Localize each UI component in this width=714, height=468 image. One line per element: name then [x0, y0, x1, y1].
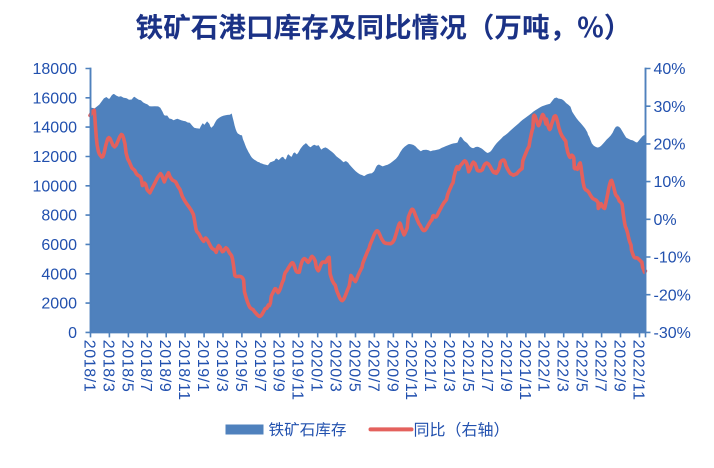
legend-item-inventory[interactable] — [225, 422, 346, 437]
cjk-glyph — [494, 421, 499, 437]
x-tick-label: 2022/11 — [629, 340, 646, 401]
left-tick-label: 2000 — [41, 296, 77, 313]
legend-swatch-inventory — [225, 424, 264, 435]
left-tick-label: 4000 — [41, 266, 77, 283]
x-tick-label: 2021/7 — [478, 340, 495, 393]
cjk-glyph — [478, 421, 493, 437]
x-tick-label: 2020/1 — [308, 340, 325, 393]
cjk-glyph — [412, 13, 439, 40]
cjk-glyph — [461, 421, 477, 437]
x-tick-label: 2021/3 — [440, 340, 457, 393]
x-tick-label: 2018/7 — [137, 340, 154, 393]
x-tick-label: 2022/1 — [535, 340, 552, 393]
left-axis-ticks — [85, 67, 91, 334]
left-tick-label: 6000 — [41, 237, 77, 254]
x-tick-label: 2021/5 — [459, 340, 476, 393]
x-axis-labels: 2018/1 2018/3 2018/5 2018/7 2018/9 2018/11 201… — [80, 340, 646, 401]
left-tick-label: 12000 — [33, 149, 78, 166]
cjk-glyph — [385, 14, 411, 40]
cjk-glyph — [456, 421, 461, 437]
legend-label-yoy — [414, 421, 499, 437]
cjk-glyph — [248, 16, 271, 40]
x-tick-label: 2021/9 — [497, 340, 514, 393]
cjk-glyph — [485, 13, 494, 40]
right-tick-label: 40% — [654, 61, 686, 78]
right-tick-label: 30% — [654, 99, 686, 116]
x-tick-label: 2020/7 — [364, 340, 381, 393]
cjk-glyph — [440, 15, 467, 40]
chart-title — [136, 13, 614, 42]
x-tick-label: 2020/11 — [402, 340, 419, 401]
cjk-glyph — [268, 422, 284, 437]
right-tick-label: -10% — [654, 250, 691, 267]
right-tick-label: 0% — [654, 212, 677, 229]
cjk-glyph — [219, 13, 246, 40]
x-tick-label: 2018/1 — [80, 340, 97, 393]
cjk-glyph — [191, 15, 217, 40]
x-tick-label: 2019/1 — [194, 340, 211, 393]
x-tick-label: 2022/5 — [573, 340, 590, 393]
x-tick-label: 2021/11 — [516, 340, 533, 401]
x-tick-label: 2019/9 — [270, 340, 287, 393]
left-tick-label: 8000 — [41, 208, 77, 225]
cjk-glyph — [163, 13, 190, 40]
left-tick-label: 16000 — [33, 90, 78, 107]
axes — [85, 67, 651, 338]
x-tick-label: 2022/7 — [592, 340, 609, 393]
right-tick-label: 10% — [654, 174, 686, 191]
cjk-glyph — [358, 15, 382, 40]
series-yoy-line[interactable] — [88, 108, 648, 319]
legend-item-yoy[interactable] — [368, 421, 499, 437]
right-axis-labels: -30% -20% -10% 0% 10% 20% 30% 40% — [654, 61, 691, 342]
x-tick-label: 2019/3 — [213, 340, 230, 393]
series-inventory-area[interactable] — [90, 94, 646, 333]
right-tick-label: -20% — [654, 287, 691, 304]
x-tick-label: 2021/1 — [421, 340, 438, 393]
x-tick-label: 2018/11 — [175, 340, 192, 401]
cjk-glyph — [136, 13, 163, 40]
cjk-glyph — [430, 422, 445, 437]
left-tick-label: 0 — [68, 325, 77, 342]
x-tick-label: 2018/9 — [156, 340, 173, 393]
legend-label-inventory — [268, 422, 346, 437]
bottom-axis-ticks — [89, 332, 647, 338]
x-tick-label: 2020/3 — [327, 340, 344, 393]
cjk-glyph — [414, 422, 429, 437]
cjk-glyph — [329, 15, 356, 40]
right-tick-label: -30% — [654, 325, 691, 342]
cjk-glyph — [274, 13, 301, 40]
cjk-glyph — [331, 422, 346, 437]
left-tick-label: 18000 — [33, 61, 78, 78]
cjk-glyph — [523, 13, 549, 40]
x-tick-label: 2020/9 — [383, 340, 400, 393]
cjk-glyph — [578, 16, 603, 38]
x-tick-label: 2022/3 — [554, 340, 571, 393]
x-tick-label: 2020/5 — [345, 340, 362, 393]
cjk-glyph — [554, 30, 561, 42]
legend — [225, 421, 499, 437]
cjk-glyph — [605, 13, 614, 40]
cjk-glyph — [315, 422, 331, 437]
x-tick-label: 2022/9 — [610, 340, 627, 393]
cjk-glyph — [494, 15, 521, 40]
left-tick-label: 14000 — [33, 120, 78, 137]
right-tick-label: 20% — [654, 137, 686, 154]
left-axis-labels: 0 2000 4000 6000 8000 10000 12000 14000 16000 180… — [33, 61, 78, 342]
left-tick-label: 10000 — [33, 178, 78, 195]
x-tick-label: 2019/7 — [251, 340, 268, 393]
x-tick-label: 2018/5 — [118, 340, 135, 393]
x-tick-label: 2019/11 — [289, 340, 306, 401]
cjk-glyph — [284, 422, 299, 437]
cjk-glyph — [300, 423, 315, 437]
right-axis-ticks — [645, 67, 651, 334]
plot-area — [88, 94, 648, 333]
cjk-glyph — [301, 13, 328, 40]
x-tick-label: 2018/3 — [99, 340, 116, 393]
x-tick-label: 2019/5 — [232, 340, 249, 393]
